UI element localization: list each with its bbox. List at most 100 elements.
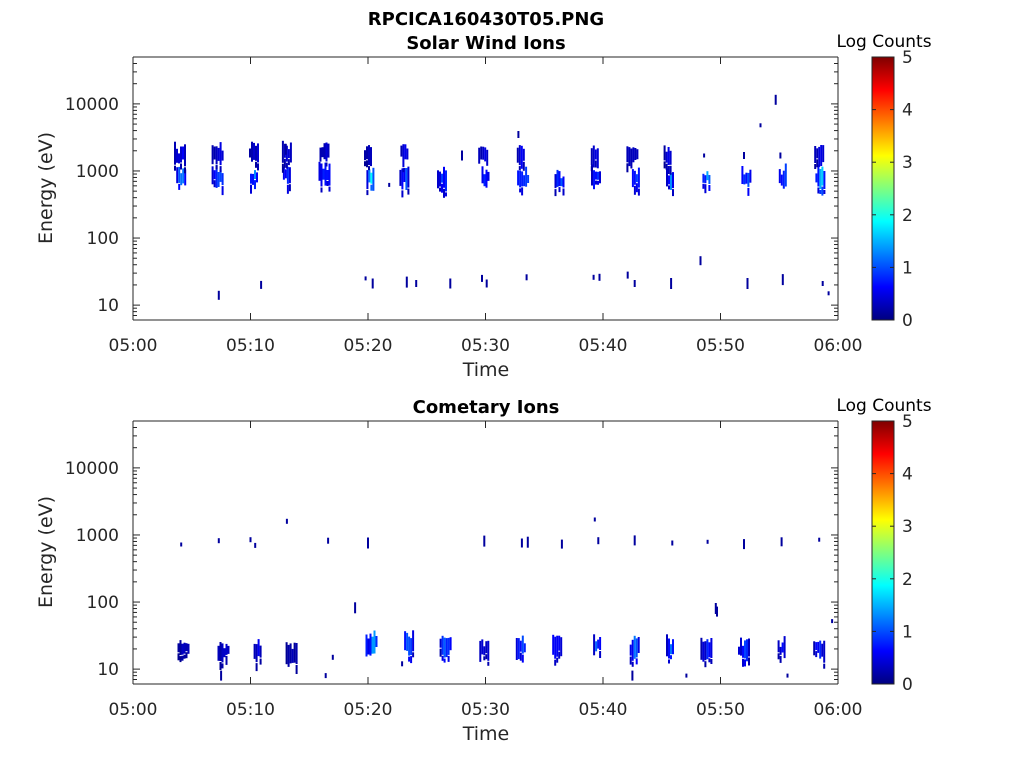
count-cell	[439, 648, 442, 657]
axes: 05:00 05:10 05:20 05:30 05:40 05:50 06:00 10 100…	[65, 56, 863, 356]
colorbar-scale	[871, 420, 895, 685]
count-point	[526, 536, 529, 548]
count-cell	[521, 654, 524, 663]
count-cell	[527, 175, 530, 183]
count-cell	[668, 638, 670, 659]
count-cell	[403, 168, 406, 182]
x-tick-label: 05:10	[226, 336, 275, 356]
count-point	[703, 153, 706, 158]
count-cell	[321, 147, 324, 158]
count-cell	[522, 161, 525, 171]
colorbar-tick-label: 1	[902, 258, 913, 278]
ion-cluster	[365, 630, 378, 657]
count-cell	[562, 176, 565, 188]
count-cell	[437, 170, 439, 189]
count-cell	[213, 146, 216, 160]
count-cell	[219, 142, 222, 166]
count-cell	[741, 166, 744, 184]
count-cell	[368, 166, 370, 171]
count-cell	[670, 644, 672, 655]
count-cell	[819, 190, 822, 194]
count-cell	[779, 655, 782, 663]
x-tick-label: 05:40	[579, 336, 628, 356]
colorbar-label: Log Counts	[836, 396, 931, 416]
count-cell	[366, 170, 369, 190]
count-point	[818, 537, 821, 542]
x-tick-label: 05:00	[109, 700, 158, 720]
count-cell	[667, 166, 670, 174]
count-cell	[410, 656, 413, 664]
count-point	[180, 542, 183, 547]
count-cell	[519, 640, 522, 652]
ion-cluster	[211, 164, 224, 196]
count-point	[779, 152, 782, 159]
count-cell	[257, 163, 259, 171]
count-cell	[672, 189, 674, 197]
count-point	[780, 537, 783, 547]
count-cell	[815, 642, 818, 651]
count-cell	[287, 159, 290, 166]
count-cell	[443, 166, 445, 188]
panel-title: Cometary Ions	[413, 397, 560, 418]
colorbar-tick-label: 5	[902, 48, 913, 68]
count-cell	[213, 180, 216, 188]
count-cell	[221, 173, 224, 186]
count-cell	[327, 143, 330, 158]
count-point	[217, 538, 220, 544]
count-cell	[400, 145, 403, 157]
count-cell	[663, 145, 666, 161]
colorbar-tick-label: 5	[902, 412, 913, 432]
count-cell	[211, 145, 214, 165]
ion-cluster	[176, 166, 187, 190]
ion-cluster	[552, 634, 563, 666]
count-cell	[487, 661, 490, 666]
count-cell	[259, 658, 262, 665]
x-axis-label: Time	[462, 359, 510, 381]
ion-cluster	[666, 634, 674, 664]
count-cell	[556, 169, 559, 187]
count-cell	[289, 142, 292, 163]
count-cell	[288, 184, 291, 192]
count-cell	[597, 180, 599, 185]
count-cell	[404, 631, 407, 651]
count-cell	[560, 637, 563, 657]
count-cell	[291, 648, 294, 663]
count-point	[324, 673, 327, 679]
count-cell	[484, 147, 487, 162]
count-cell	[372, 167, 375, 191]
count-cell	[445, 170, 447, 192]
count-cell	[250, 173, 252, 184]
ion-cluster	[404, 630, 415, 664]
count-cell	[401, 168, 404, 190]
count-cell	[407, 188, 410, 195]
count-cell	[778, 169, 781, 184]
count-cell	[320, 187, 323, 193]
count-cell	[593, 170, 595, 190]
count-cell	[708, 175, 711, 184]
count-cell	[704, 175, 707, 184]
count-cell	[633, 170, 636, 185]
count-point	[220, 670, 223, 681]
count-cell	[590, 148, 593, 166]
count-cell	[483, 646, 486, 656]
count-point	[597, 537, 600, 545]
count-point	[517, 131, 520, 138]
count-cell	[285, 145, 288, 162]
count-cell	[402, 168, 405, 173]
count-cell	[219, 662, 222, 670]
count-cell	[666, 168, 668, 187]
count-cell	[407, 166, 410, 188]
count-cell	[257, 143, 259, 163]
count-point	[593, 517, 596, 522]
count-cell	[217, 172, 220, 187]
count-cell	[554, 636, 557, 659]
count-cell	[445, 192, 447, 197]
colorbar: 0 1 2 3 4 5	[871, 412, 913, 695]
count-cell	[629, 656, 632, 665]
count-point	[827, 291, 830, 296]
colorbar-scale	[871, 56, 895, 321]
colorbar-tick-label: 4	[902, 465, 913, 485]
x-tick-label: 05:20	[344, 336, 393, 356]
count-cell	[183, 642, 186, 654]
count-cell	[322, 168, 325, 180]
